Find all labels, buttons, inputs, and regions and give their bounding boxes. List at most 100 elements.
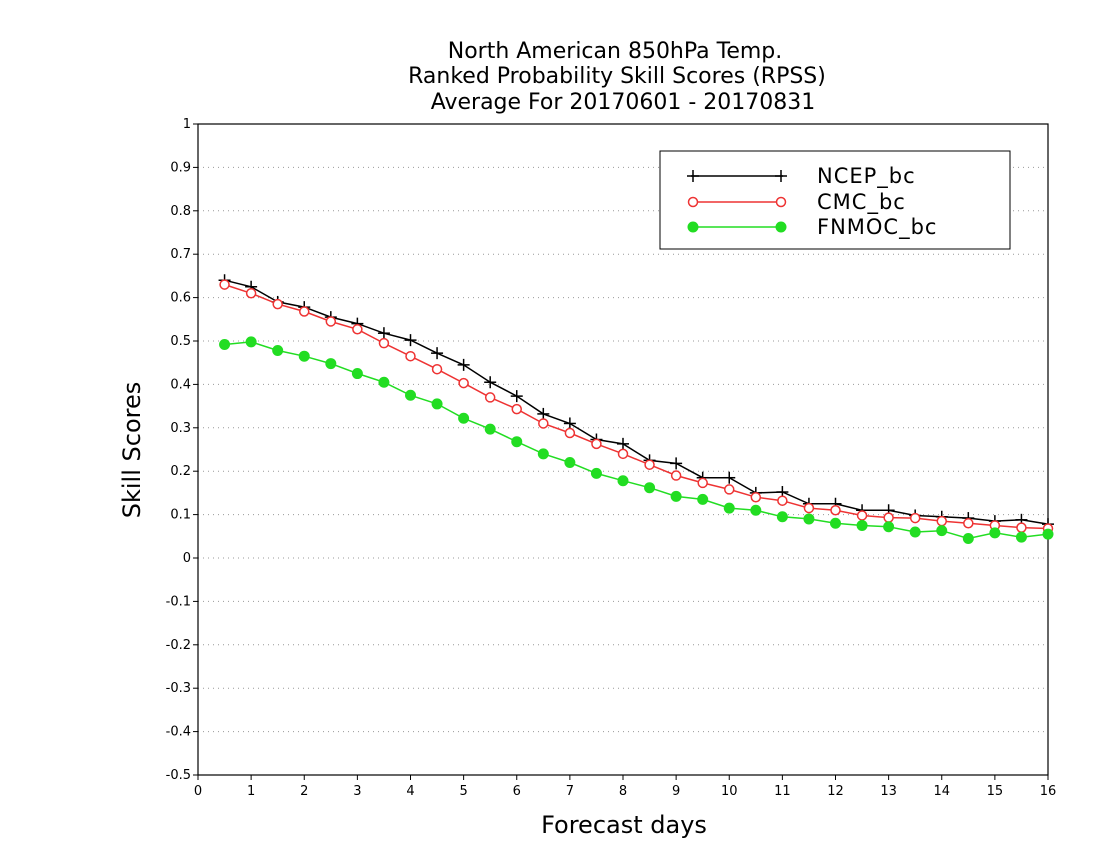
data-point-FNMOC_bc	[351, 368, 363, 380]
y-tick-label: -0.1	[166, 594, 191, 609]
x-tick-label: 15	[987, 784, 1004, 799]
data-point-NCEP_bc	[670, 457, 683, 470]
data-point-CMC_bc	[670, 470, 682, 481]
series-NCEP_bc	[218, 274, 1054, 531]
data-point-CMC_bc	[325, 316, 337, 327]
series-FNMOC_bc	[219, 336, 1054, 544]
data-point-FNMOC_bc	[962, 532, 974, 544]
data-point-FNMOC_bc	[219, 338, 231, 350]
legend-marker-right	[775, 170, 787, 182]
data-point-CMC_bc	[591, 438, 602, 450]
y-tick-label: 0.2	[170, 464, 191, 479]
data-point-CMC_bc	[538, 418, 549, 429]
data-point-NCEP_bc	[617, 437, 629, 450]
data-point-FNMOC_bc	[484, 423, 496, 435]
y-axis-title: Skill Scores	[118, 382, 146, 519]
legend-item-NCEP_bc: NCEP_bc	[687, 164, 916, 189]
data-point-CMC_bc	[405, 350, 416, 362]
data-point-CMC_bc	[963, 518, 974, 529]
data-point-FNMOC_bc	[909, 526, 921, 538]
y-tick-label: 0.8	[170, 204, 191, 219]
x-tick-label: 13	[880, 784, 897, 799]
data-point-FNMOC_bc	[883, 521, 895, 533]
series-CMC_bc	[219, 279, 1054, 534]
y-tick-label: 0.6	[170, 291, 191, 306]
x-tick-label: 16	[1040, 784, 1057, 799]
data-point-FNMOC_bc	[272, 345, 284, 357]
x-tick-label: 14	[933, 784, 950, 799]
data-point-CMC_bc	[352, 324, 363, 335]
y-tick-label: -0.5	[166, 768, 191, 783]
data-point-CMC_bc	[1016, 522, 1027, 533]
legend-marker-left	[687, 170, 699, 182]
legend-label: FNMOC_bc	[817, 215, 937, 240]
data-point-FNMOC_bc	[298, 350, 310, 362]
plot-frame	[197, 123, 1049, 776]
x-tick-label: 8	[619, 784, 627, 799]
data-point-FNMOC_bc	[697, 493, 709, 505]
chart-title-line-2: Ranked Probability Skill Scores (RPSS)	[408, 64, 826, 89]
data-point-CMC_bc	[431, 363, 443, 375]
data-point-CMC_bc	[724, 484, 735, 495]
data-point-CMC_bc	[909, 512, 921, 524]
y-tick-label: 1	[183, 117, 191, 132]
series-layer	[218, 274, 1054, 544]
data-point-FNMOC_bc	[245, 336, 257, 348]
data-point-CMC_bc	[299, 306, 310, 317]
data-point-NCEP_bc	[484, 376, 497, 389]
y-tick-label: -0.4	[166, 725, 191, 740]
y-tick-label: 0	[183, 551, 191, 566]
x-tick-label: 5	[459, 784, 467, 799]
data-point-FNMOC_bc	[431, 398, 443, 410]
data-point-FNMOC_bc	[803, 513, 815, 525]
data-point-FNMOC_bc	[1042, 528, 1054, 540]
data-point-CMC_bc	[484, 392, 496, 403]
data-point-FNMOC_bc	[325, 358, 337, 370]
data-point-FNMOC_bc	[537, 448, 549, 460]
data-point-CMC_bc	[697, 477, 708, 489]
data-point-FNMOC_bc	[458, 412, 470, 424]
data-point-CMC_bc	[245, 288, 257, 299]
legend-marker-right	[775, 196, 787, 208]
data-point-FNMOC_bc	[405, 389, 416, 401]
data-point-CMC_bc	[936, 515, 947, 527]
x-tick-label: 7	[566, 784, 574, 799]
x-tick-label: 4	[406, 784, 414, 799]
data-point-NCEP_bc	[723, 471, 736, 484]
y-tick-label: 0.9	[170, 160, 191, 175]
data-point-CMC_bc	[219, 279, 230, 290]
legend-marker-left	[687, 221, 699, 233]
gridlines	[198, 166, 1048, 733]
legend-item-FNMOC_bc: FNMOC_bc	[687, 215, 937, 240]
data-point-CMC_bc	[803, 502, 815, 514]
data-point-FNMOC_bc	[670, 490, 682, 502]
data-point-CMC_bc	[883, 512, 894, 523]
data-point-FNMOC_bc	[776, 511, 788, 523]
data-point-FNMOC_bc	[936, 525, 948, 537]
x-tick-label: 2	[300, 784, 308, 799]
x-tick-label: 12	[827, 784, 844, 799]
legend-label: NCEP_bc	[817, 164, 916, 189]
data-point-FNMOC_bc	[989, 527, 1001, 539]
legend-marker-left	[687, 196, 699, 208]
x-tick-label: 3	[353, 784, 361, 799]
y-tick-label: 0.5	[170, 334, 191, 349]
data-point-CMC_bc	[458, 377, 469, 389]
data-point-CMC_bc	[644, 459, 655, 470]
legend-item-CMC_bc: CMC_bc	[687, 190, 905, 215]
data-point-CMC_bc	[856, 510, 868, 521]
data-point-NCEP_bc	[377, 327, 390, 340]
chart-title-line-3: Average For 20170601 - 20170831	[431, 90, 816, 115]
data-point-FNMOC_bc	[830, 517, 841, 529]
data-point-FNMOC_bc	[644, 482, 656, 494]
data-point-CMC_bc	[511, 403, 522, 415]
data-point-CMC_bc	[777, 495, 788, 506]
legend-marker-right	[775, 221, 787, 233]
data-point-NCEP_bc	[563, 417, 576, 430]
chart-title-line-1: North American 850hPa Temp.	[448, 39, 783, 64]
y-tick-label: 0.7	[170, 247, 191, 262]
data-point-NCEP_bc	[431, 347, 444, 360]
data-point-FNMOC_bc	[856, 519, 868, 531]
